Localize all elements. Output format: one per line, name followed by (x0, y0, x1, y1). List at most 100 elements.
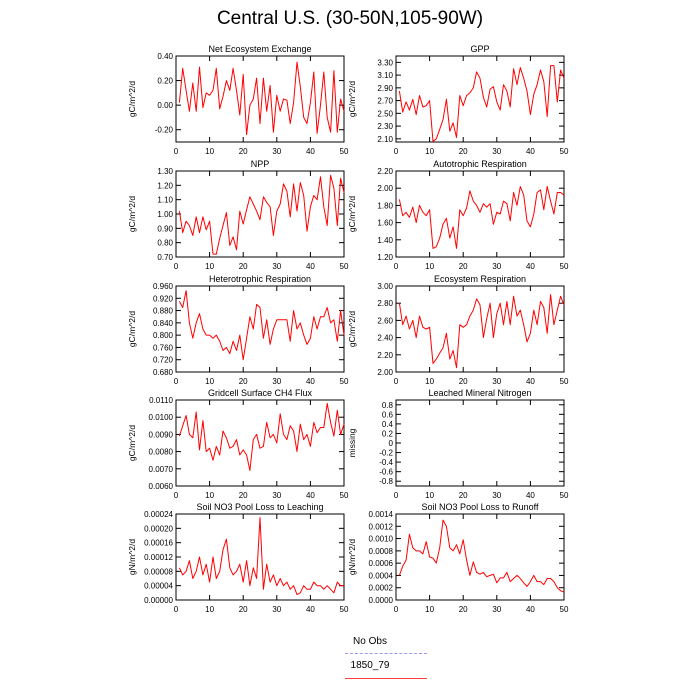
y-tick-label: 0.0006 (369, 559, 394, 568)
y-tick-label: -0.20 (155, 126, 174, 135)
x-tick-label: 10 (425, 605, 434, 614)
x-tick-label: 50 (560, 377, 569, 386)
y-tick-label: 0.0100 (149, 413, 174, 422)
x-tick-label: 20 (459, 262, 468, 271)
y-tick-label: 0.800 (153, 331, 174, 340)
series-line-heterotrophic-respiration (178, 290, 345, 361)
x-tick-label: 40 (526, 491, 535, 500)
y-tick-label: 0.720 (153, 356, 174, 365)
y-tick-label: 2.00 (377, 368, 393, 377)
y-axis-label: missing (347, 428, 357, 457)
x-tick-label: 0 (174, 147, 179, 156)
series-line-net-ecosystem-exchange (178, 61, 345, 136)
y-tick-label: 0.0004 (369, 571, 394, 580)
plot-frame (175, 285, 345, 373)
x-tick-label: 0 (174, 262, 179, 271)
y-tick-label: 0.4 (382, 420, 394, 429)
panel-title: Autotrophic Respiration (433, 159, 527, 169)
x-tick-label: 10 (205, 377, 214, 386)
y-axis-label: gC/m^2/d (347, 81, 357, 117)
y-tick-label: 0.0008 (369, 547, 394, 556)
y-tick-label: 1.30 (157, 167, 173, 176)
y-tick-label: 3.30 (377, 58, 393, 67)
panel-net-ecosystem-exchange: 0 10 20 30 40 50 -0.20 0.00 0.20 0.40 Net Ecosyste… (127, 44, 349, 156)
y-tick-label: 2.90 (377, 84, 393, 93)
y-tick-label: 0.80 (157, 239, 173, 248)
y-tick-label: 1.80 (377, 201, 393, 210)
plot-frame (395, 170, 565, 258)
x-tick-label: 0 (394, 377, 399, 386)
y-tick-label: 0.2 (382, 429, 394, 438)
panel-title: Soil NO3 Pool Loss to Leaching (196, 502, 323, 512)
panel-title: Soil NO3 Pool Loss to Runoff (422, 502, 539, 512)
y-tick-label: 2.80 (377, 299, 393, 308)
y-tick-label: 0.0014 (369, 510, 394, 519)
y-axis-label: gC/m^2/d (347, 311, 357, 347)
y-tick-label: 2.50 (377, 109, 393, 118)
legend-swatch-1850-79 (345, 678, 427, 679)
legend-label-no-obs: No Obs (353, 636, 387, 647)
series-line-soil-no3-pool-loss-to-leaching (178, 517, 344, 596)
x-tick-label: 30 (492, 262, 501, 271)
y-tick-label: 0.8 (382, 401, 394, 410)
x-tick-label: 30 (272, 491, 281, 500)
panel-npp: 0 10 20 30 40 50 0.70 0.80 0.90 1.00 1.10 1.20 1.30 N… (127, 159, 349, 271)
plot-frame (395, 399, 565, 487)
y-tick-label: 2.60 (377, 316, 393, 325)
x-tick-label: 30 (492, 605, 501, 614)
panel-ecosystem-respiration: 0 10 20 30 40 50 2.00 2.20 2.40 2.60 2.80 3.00 Ecosy… (347, 274, 569, 386)
plot-frame (395, 513, 565, 601)
x-tick-label: 40 (306, 605, 315, 614)
y-tick-label: 1.60 (377, 219, 393, 228)
y-axis-label: gC/m^2/d (347, 196, 357, 232)
panel-title: NPP (251, 159, 270, 169)
y-tick-label: 0.680 (153, 368, 174, 377)
y-axis-label: gN/m^2/d (127, 539, 137, 575)
x-tick-label: 20 (239, 262, 248, 271)
y-tick-label: 0.840 (153, 319, 174, 328)
y-tick-label: 2.30 (377, 122, 393, 131)
y-tick-label: 0.920 (153, 294, 174, 303)
y-tick-label: 0.00020 (144, 524, 173, 533)
x-tick-label: 10 (425, 262, 434, 271)
x-tick-label: 10 (425, 147, 434, 156)
y-tick-label: 0.960 (153, 282, 174, 291)
y-tick-label: 0.760 (153, 343, 174, 352)
plot-frame (175, 399, 345, 487)
x-tick-label: 20 (459, 147, 468, 156)
x-tick-label: 50 (560, 262, 569, 271)
x-tick-label: 50 (560, 605, 569, 614)
y-tick-label: 0.880 (153, 307, 174, 316)
panel-gridcell-surface-ch4-flux: 0 10 20 30 40 50 0.0060 0.0070 0.0080 0.0090 0.010… (127, 388, 349, 500)
y-tick-label: 2.40 (377, 334, 393, 343)
panel-heterotrophic-respiration: 0 10 20 30 40 50 0.680 0.720 0.760 0.800 0.840 0.88… (127, 274, 349, 386)
x-tick-label: 30 (272, 262, 281, 271)
y-tick-label: 1.00 (157, 210, 173, 219)
y-tick-label: 0.00016 (144, 539, 173, 548)
x-tick-label: 40 (526, 377, 535, 386)
y-tick-label: -0.8 (379, 477, 393, 486)
x-tick-label: 20 (459, 377, 468, 386)
series-line-soil-no3-pool-loss-to-runoff (398, 519, 565, 593)
x-tick-label: 10 (205, 491, 214, 500)
panel-title: Heterotrophic Respiration (209, 274, 311, 284)
series-line-autotrophic-respiration (398, 186, 565, 249)
x-tick-label: 40 (306, 377, 315, 386)
x-tick-label: 40 (526, 147, 535, 156)
y-tick-label: -0.4 (379, 458, 393, 467)
x-tick-label: 10 (205, 605, 214, 614)
y-tick-label: 2.00 (377, 184, 393, 193)
x-tick-label: 30 (492, 491, 501, 500)
y-axis-label: gC/m^2/d (127, 81, 137, 117)
y-tick-label: 0.00008 (144, 567, 173, 576)
x-tick-label: 0 (394, 491, 399, 500)
y-axis-label: gN/m^2/d (347, 539, 357, 575)
x-tick-label: 40 (526, 262, 535, 271)
plot-frame (395, 285, 565, 373)
panel-soil-no3-pool-loss-to-leaching: 0 10 20 30 40 50 0.00000 0.00004 0.00008 0.00012 0… (127, 502, 349, 614)
y-tick-label: 0.0060 (149, 482, 174, 491)
y-tick-label: 0.00000 (144, 596, 173, 605)
y-tick-label: 2.20 (377, 351, 393, 360)
y-tick-label: 1.40 (377, 236, 393, 245)
